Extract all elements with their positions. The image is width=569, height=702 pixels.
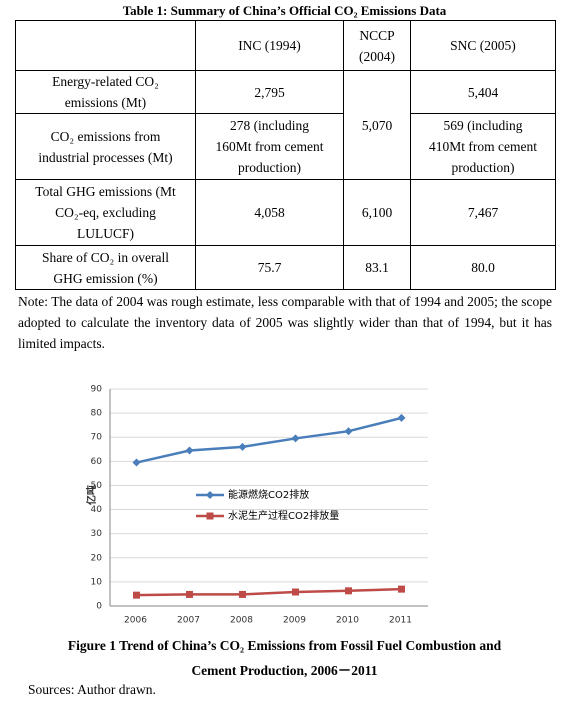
cell: 278 (including 160Mt from cement product… (195, 113, 344, 180)
cell: 5,070 (343, 70, 411, 180)
y-tick-label: 20 (91, 553, 103, 563)
chart: 亿吨 0 10 20 30 40 50 60 70 80 90 2006 2007 2008 2009 20… (85, 385, 428, 626)
y-axis-label: 亿吨 (85, 485, 98, 505)
table-title: Table 1: Summary of China’s Official CO₂… (122, 3, 447, 18)
y-tick-label: 40 (91, 505, 103, 515)
data-point (397, 413, 406, 422)
x-tick-label: 2011 (389, 616, 412, 626)
data-point (291, 434, 300, 443)
y-tick-label: 10 (91, 577, 103, 587)
x-tick-label: 2008 (230, 616, 253, 626)
cell: 83.1 (343, 245, 411, 290)
data-point (344, 427, 353, 436)
series-line (136, 587, 402, 597)
cell: 6,100 (343, 179, 411, 246)
series-line (136, 416, 402, 464)
x-tick-label: 2010 (336, 616, 359, 626)
cell: 75.7 (195, 245, 344, 290)
y-tick-label: 90 (91, 385, 103, 395)
data-point (132, 458, 141, 467)
cell: 7,467 (410, 179, 556, 246)
row-label: Share of CO₂ in overall GHG emission (%) (15, 245, 196, 290)
y-tick-label: 0 (96, 602, 102, 612)
legend-marker (206, 491, 214, 499)
cell: 4,058 (195, 179, 344, 246)
cell: 80.0 (410, 245, 556, 290)
header-cell: INC (1994) (195, 20, 344, 71)
data-point (239, 590, 246, 598)
legend-label: 能源燃烧CO2排放 (228, 488, 309, 501)
y-tick-label: 60 (91, 457, 103, 467)
data-point (186, 590, 193, 598)
figure-caption: Cement Production, 2006－2011 (191, 663, 378, 678)
x-tick-label: 2007 (177, 616, 200, 626)
data-point (133, 591, 140, 599)
source: Sources: Author drawn. (28, 682, 156, 697)
legend-marker (206, 512, 214, 520)
data-point (398, 585, 405, 593)
x-tick-label: 2009 (283, 616, 306, 626)
y-tick-label: 30 (91, 529, 103, 539)
figure-caption: Figure 1 Trend of China’s CO₂ Emissions … (67, 638, 502, 653)
cell: 569 (including 410Mt from cement product… (410, 113, 556, 180)
y-tick-label: 50 (91, 481, 103, 491)
row-label: Energy-related CO₂ emissions (Mt) (15, 70, 196, 114)
header-cell (15, 20, 196, 71)
table-note: Note: The data of 2004 was rough estimat… (18, 294, 552, 351)
table: INC (1994) NCCP (2004) SNC (2005) Energy… (15, 20, 556, 290)
legend-label: 水泥生产过程CO2排放量 (228, 509, 339, 522)
data-point (292, 588, 299, 596)
data-point (238, 442, 247, 451)
y-tick-label: 80 (91, 409, 103, 419)
y-tick-label: 70 (91, 433, 103, 443)
data-point (345, 587, 352, 595)
header-cell: NCCP (2004) (343, 20, 411, 71)
cell: 2,795 (195, 70, 344, 114)
cell: 5,404 (410, 70, 556, 114)
data-point (185, 446, 194, 455)
row-label: CO₂ emissions from industrial processes … (15, 113, 196, 180)
row-label: Total GHG emissions (Mt CO₂-eq, excludin… (15, 179, 196, 246)
x-tick-label: 2006 (124, 616, 147, 626)
header-cell: SNC (2005) (410, 20, 556, 71)
